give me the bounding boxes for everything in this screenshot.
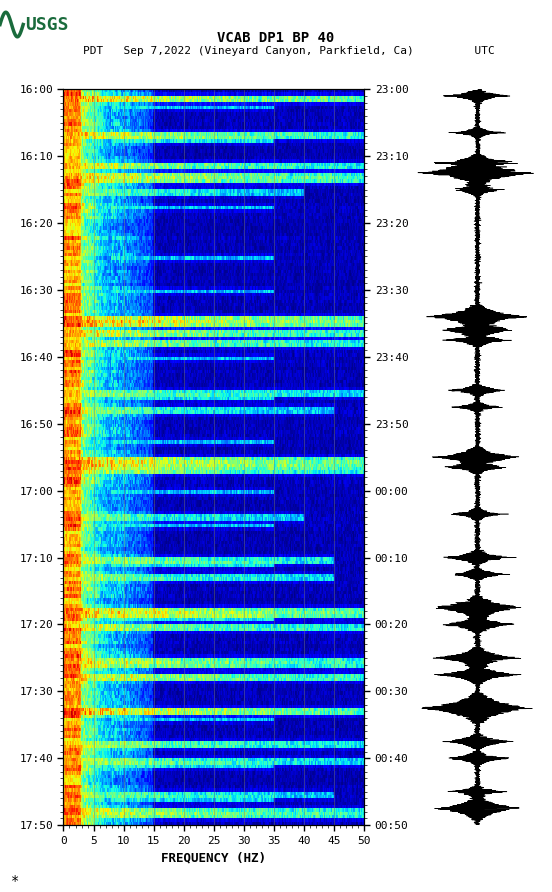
Text: *: * (11, 874, 19, 888)
Text: VCAB DP1 BP 40: VCAB DP1 BP 40 (217, 31, 335, 45)
Text: PDT   Sep 7,2022 (Vineyard Canyon, Parkfield, Ca)         UTC: PDT Sep 7,2022 (Vineyard Canyon, Parkfie… (83, 46, 495, 56)
Text: USGS: USGS (25, 15, 68, 34)
X-axis label: FREQUENCY (HZ): FREQUENCY (HZ) (161, 851, 267, 864)
